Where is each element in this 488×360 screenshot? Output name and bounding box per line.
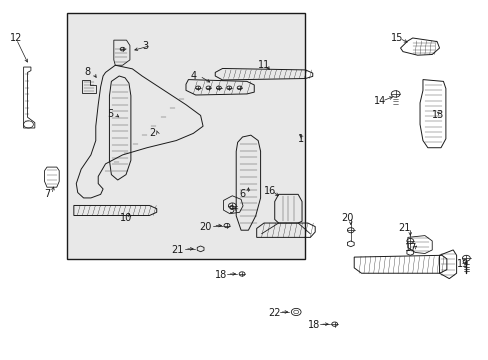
Text: 21: 21 xyxy=(397,224,409,233)
Text: 8: 8 xyxy=(84,67,90,77)
Text: 1: 1 xyxy=(298,134,304,144)
Text: 2: 2 xyxy=(149,129,155,138)
Text: 20: 20 xyxy=(340,213,353,222)
Text: 12: 12 xyxy=(10,33,23,43)
Text: 20: 20 xyxy=(199,222,212,231)
Text: 19: 19 xyxy=(456,259,468,269)
Text: 13: 13 xyxy=(431,111,444,121)
Text: 22: 22 xyxy=(267,308,280,318)
Text: 17: 17 xyxy=(405,243,417,253)
Text: 4: 4 xyxy=(190,71,197,81)
Bar xyxy=(66,13,305,259)
Text: 7: 7 xyxy=(44,189,51,199)
Text: 3: 3 xyxy=(142,41,148,50)
Text: 18: 18 xyxy=(215,270,227,280)
Text: 6: 6 xyxy=(239,189,245,199)
Text: 10: 10 xyxy=(120,213,132,222)
Text: 9: 9 xyxy=(228,206,234,216)
Text: 16: 16 xyxy=(264,186,276,196)
Text: 5: 5 xyxy=(107,109,113,119)
Text: 21: 21 xyxy=(171,245,183,255)
Text: 15: 15 xyxy=(390,33,402,43)
Text: 14: 14 xyxy=(373,96,385,106)
Text: 11: 11 xyxy=(258,60,270,70)
Text: 18: 18 xyxy=(307,320,320,330)
